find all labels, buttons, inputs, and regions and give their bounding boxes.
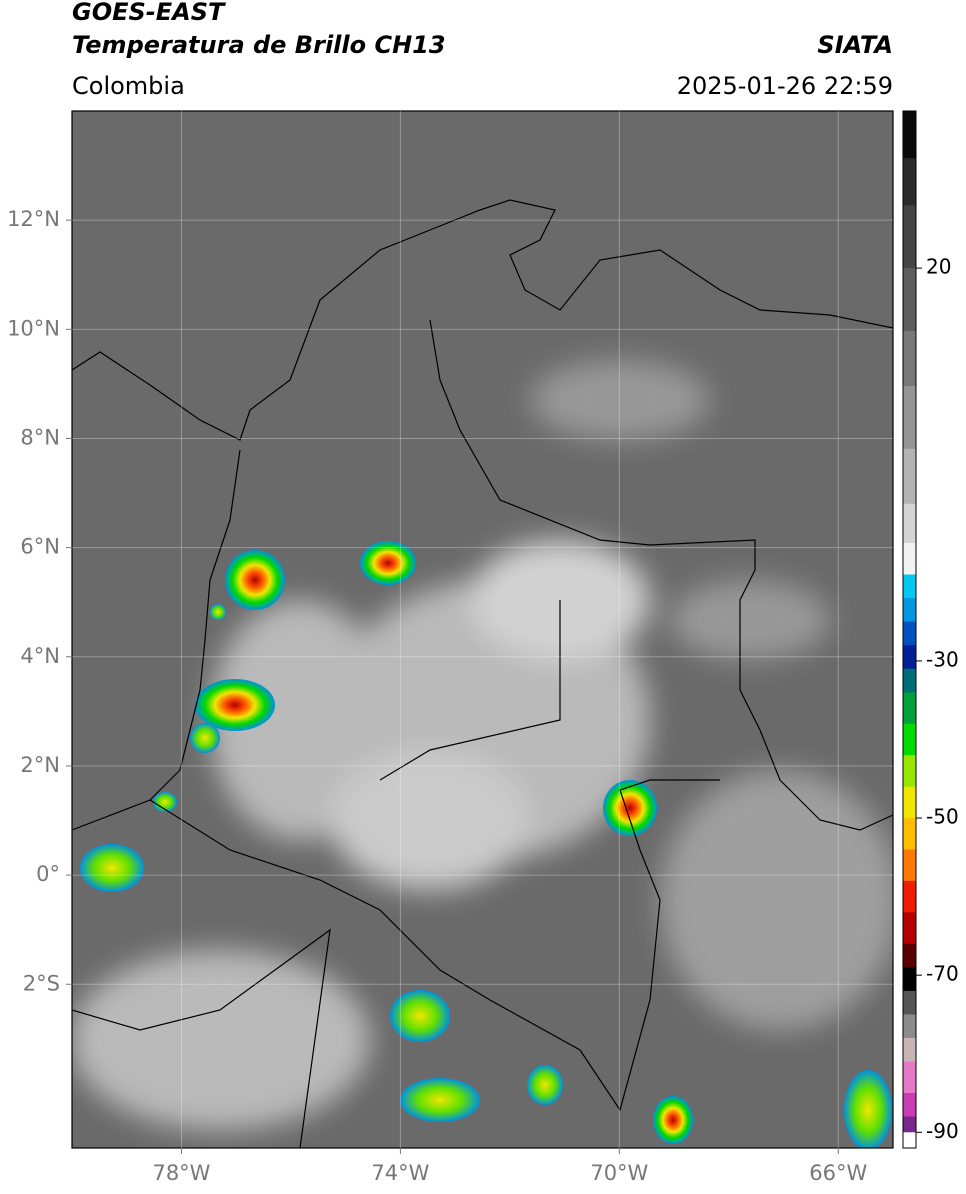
colorbar-segment (903, 849, 916, 882)
colorbar-tick-label: -50 (926, 805, 959, 829)
y-tick-label: 2°S (23, 971, 60, 995)
title: GOES-EAST (72, 0, 226, 26)
satellite-image (72, 111, 893, 1148)
colorbar-frame (902, 110, 917, 1149)
colorbar-segment (903, 574, 916, 599)
x-tick-label: 74°W (371, 1161, 429, 1185)
colorbar-segment (903, 621, 916, 646)
colorbar-segment (903, 1132, 916, 1149)
colorbar-segment (903, 668, 916, 693)
colorbar-segment (903, 912, 916, 945)
y-tick-label: 0° (36, 862, 60, 886)
colorbar-segment (903, 543, 916, 576)
y-tick-label: 10°N (7, 316, 60, 340)
y-tick-label: 2°N (20, 753, 60, 777)
colorbar-segment (903, 448, 916, 505)
colorbar-segment (903, 990, 916, 1015)
colorbar-segment (903, 268, 916, 332)
y-tick-label: 12°N (7, 207, 60, 231)
colorbar-segment (903, 598, 916, 623)
colorbar-segment (903, 943, 916, 968)
colorbar-segment (903, 205, 916, 269)
region: Colombia (72, 72, 185, 100)
colorbar-segment (903, 692, 916, 725)
y-tick-label: 8°N (20, 425, 60, 449)
colorbar-tick-label: 20 (926, 255, 951, 279)
y-tick-label: 6°N (20, 535, 60, 559)
colorbar-segment (903, 818, 916, 850)
colorbar-segment (903, 755, 916, 788)
subtitle: Temperatura de Brillo CH13 (72, 31, 446, 59)
colorbar-segment (903, 967, 916, 992)
colorbar-segment (903, 786, 916, 819)
colorbar-segment (903, 1061, 916, 1094)
x-tick-label: 70°W (590, 1161, 648, 1185)
colorbar-tick-label: -30 (926, 647, 959, 671)
colorbar-segment (903, 1116, 916, 1133)
datetime: 2025-01-26 22:59 (677, 72, 893, 100)
colorbar-segment (903, 645, 916, 670)
map-frame (71, 110, 894, 1149)
x-tick-label: 66°W (809, 1161, 867, 1185)
colorbar-segment (903, 330, 916, 387)
colorbar-tick-label: -90 (926, 1119, 959, 1143)
colorbar-segment (903, 1014, 916, 1039)
colorbar-segment (903, 1093, 916, 1118)
colorbar-segment (903, 158, 916, 206)
colorbar-tick-label: -70 (926, 962, 959, 986)
y-tick-label: 4°N (20, 644, 60, 668)
colorbar-segment (903, 880, 916, 913)
colorbar-segment (903, 111, 916, 159)
colorbar-segment (903, 503, 916, 544)
colorbar-segment (903, 723, 916, 756)
colorbar-segment (903, 1038, 916, 1063)
x-tick-label: 78°W (152, 1161, 210, 1185)
source: SIATA (817, 31, 893, 59)
colorbar-segment (903, 385, 916, 450)
